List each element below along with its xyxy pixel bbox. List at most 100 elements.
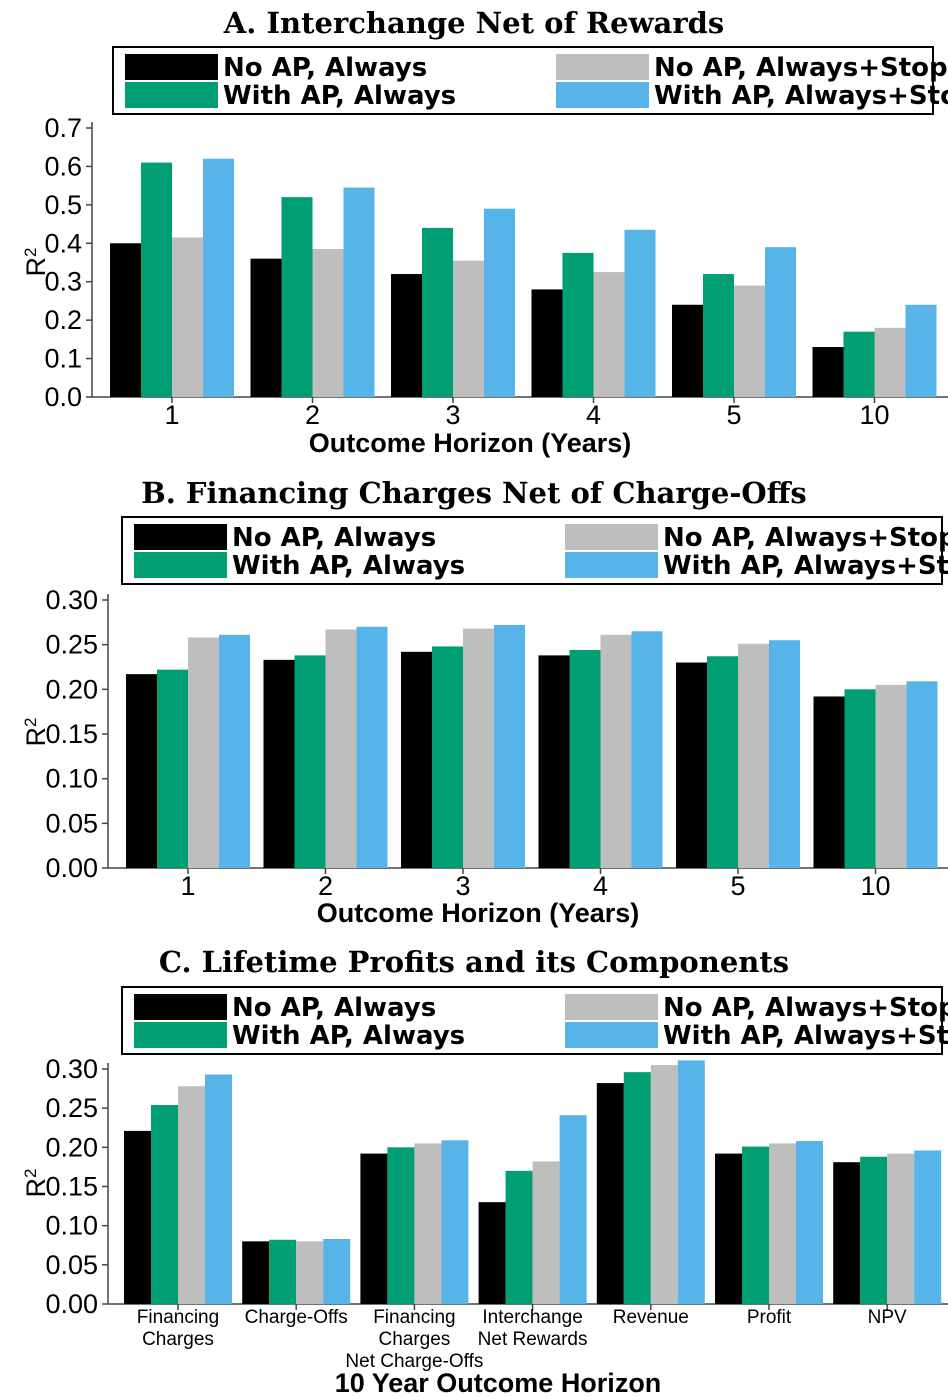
bar-no-ap-always-0 [124, 1130, 151, 1304]
y-tick-label: 0.10 [45, 1211, 98, 1241]
x-tick-label: Charges [378, 1329, 450, 1350]
bar-with-ap-always-stoppers-0 [205, 1074, 232, 1304]
bar-no-ap-always-1 [263, 659, 295, 868]
x-tick-label: Revenue [613, 1307, 689, 1328]
bar-with-ap-always-stoppers-2 [494, 625, 525, 868]
x-tick-label: 2 [318, 871, 333, 901]
x-axis-label: 10 Year Outcome Horizon [335, 1368, 662, 1397]
bar-with-ap-always-stoppers-6 [914, 1150, 942, 1304]
bar-with-ap-always-2 [387, 1147, 415, 1304]
y-tick-label: 0.00 [45, 1289, 98, 1319]
bar-no-ap-always-stoppers-4 [650, 1065, 678, 1304]
legend-label-no-ap-always: No AP, Always [223, 53, 427, 83]
bar-with-ap-always-stoppers-4 [769, 640, 800, 868]
x-tick-label: 10 [860, 871, 890, 901]
bar-with-ap-always-3 [505, 1170, 533, 1304]
legend-label-with-ap-always-stoppers: With AP, Always+Stoppers [654, 81, 948, 111]
y-tick-label: 0.6 [44, 151, 82, 181]
bar-no-ap-always-3 [538, 655, 570, 868]
bar-no-ap-always-5 [715, 1153, 742, 1304]
x-tick-label: 3 [455, 871, 470, 901]
bar-no-ap-always-stoppers-4 [734, 285, 765, 397]
y-tick-label: 0.30 [45, 1054, 98, 1084]
legend-swatch-no-ap-always [134, 524, 227, 550]
x-tick-label: 5 [726, 400, 741, 430]
bar-no-ap-always-stoppers-5 [874, 327, 906, 397]
legend-label-no-ap-always: No AP, Always [232, 993, 436, 1023]
y-axis-label-superscript: 2 [21, 248, 40, 257]
x-tick-label: 2 [305, 400, 320, 430]
y-tick-label: 0.10 [45, 764, 98, 794]
legend-swatch-with-ap-always-stoppers [565, 1022, 658, 1048]
legend-label-with-ap-always-stoppers: With AP, Always+Stoppers [663, 551, 948, 581]
bar-with-ap-always-4 [707, 656, 738, 868]
bar-no-ap-always-stoppers-6 [887, 1153, 915, 1304]
x-tick-label: 1 [164, 400, 179, 430]
bar-no-ap-always-stoppers-2 [463, 628, 494, 868]
x-tick-label: Charge-Offs [245, 1307, 348, 1328]
bar-no-ap-always-stoppers-0 [188, 637, 219, 868]
bar-no-ap-always-stoppers-5 [769, 1143, 796, 1304]
y-tick-label: 0.25 [45, 630, 98, 660]
bar-no-ap-always-stoppers-1 [296, 1241, 324, 1304]
bar-no-ap-always-stoppers-3 [593, 272, 625, 397]
y-tick-label: 0.5 [44, 190, 82, 220]
legend-frame [121, 986, 943, 1055]
y-tick-label: 0.4 [44, 228, 82, 258]
bar-no-ap-always-stoppers-2 [414, 1143, 442, 1304]
bar-no-ap-always-3 [531, 289, 563, 397]
panel-title: C. Lifetime Profits and its Components [159, 945, 789, 979]
legend-swatch-with-ap-always-stoppers [556, 82, 649, 108]
bar-no-ap-always-0 [110, 243, 141, 397]
legend-frame [121, 516, 943, 585]
legend-label-with-ap-always: With AP, Always [232, 551, 465, 581]
y-tick-label: 0.30 [45, 585, 98, 615]
x-tick-label: 10 [859, 400, 889, 430]
y-tick-label: 0.20 [45, 1132, 98, 1162]
bar-no-ap-always-2 [391, 274, 422, 397]
bar-no-ap-always-4 [672, 304, 703, 397]
chart-panel-c: C. Lifetime Profits and its Components No… [21, 945, 948, 1397]
legend-label-no-ap-always-stoppers: No AP, Always+Stoppers [663, 523, 948, 553]
y-tick-label: 0.05 [45, 808, 98, 838]
bar-with-ap-always-4 [623, 1072, 651, 1304]
bar-no-ap-always-stoppers-1 [325, 629, 357, 868]
bar-with-ap-always-stoppers-0 [203, 158, 234, 397]
legend-swatch-no-ap-always-stoppers [556, 54, 649, 80]
bar-no-ap-always-1 [242, 1241, 270, 1304]
x-axis-label: Outcome Horizon (Years) [317, 898, 640, 928]
bar-no-ap-always-5 [812, 347, 844, 397]
y-tick-label: 0.7 [44, 113, 82, 143]
x-tick-label: 4 [593, 871, 608, 901]
bar-no-ap-always-4 [596, 1083, 624, 1304]
bar-with-ap-always-stoppers-3 [624, 229, 656, 397]
panel-title: B. Financing Charges Net of Charge-Offs [141, 476, 807, 510]
bar-with-ap-always-3 [569, 650, 601, 868]
bar-no-ap-always-stoppers-2 [453, 260, 484, 397]
x-tick-label: Interchange [482, 1307, 582, 1328]
y-tick-label: 0.0 [44, 382, 82, 412]
bar-with-ap-always-1 [281, 197, 313, 397]
y-tick-label: 0.15 [45, 719, 98, 749]
x-tick-label: 3 [445, 400, 460, 430]
bar-with-ap-always-1 [269, 1239, 297, 1304]
legend-label-with-ap-always-stoppers: With AP, Always+Stoppers [663, 1021, 948, 1051]
bar-with-ap-always-0 [141, 162, 172, 397]
bar-with-ap-always-stoppers-2 [441, 1140, 469, 1304]
y-tick-label: 0.25 [45, 1093, 98, 1123]
y-axis-label-superscript: 2 [21, 718, 40, 727]
bar-with-ap-always-2 [422, 227, 453, 397]
legend-swatch-with-ap-always [134, 1022, 227, 1048]
legend-swatch-no-ap-always [134, 994, 227, 1020]
bar-no-ap-always-stoppers-3 [532, 1161, 560, 1304]
bar-with-ap-always-1 [294, 655, 326, 868]
bar-no-ap-always-4 [676, 662, 707, 868]
bar-with-ap-always-stoppers-4 [765, 247, 796, 397]
bar-with-ap-always-stoppers-1 [323, 1238, 351, 1304]
bar-no-ap-always-5 [813, 696, 845, 868]
legend-swatch-with-ap-always-stoppers [565, 552, 658, 578]
legend-label-with-ap-always: With AP, Always [223, 81, 456, 111]
bar-with-ap-always-6 [860, 1156, 888, 1304]
